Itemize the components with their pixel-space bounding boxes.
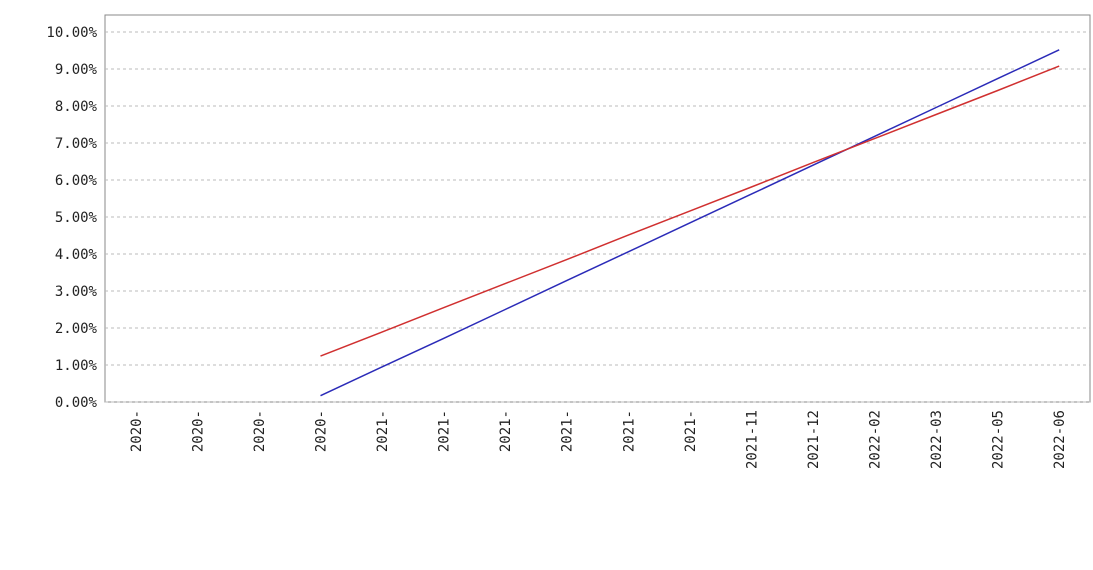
x-tick-label: 2021-	[560, 410, 576, 452]
x-tick-label: 2022-06	[1052, 410, 1068, 469]
y-tick-label: 0.00%	[55, 395, 98, 411]
y-tick-label: 1.00%	[55, 358, 98, 374]
x-tick-label: 2021-	[375, 410, 391, 452]
x-tick-label: 2022-03	[929, 410, 945, 469]
line-series	[321, 66, 1060, 356]
x-tick-label: 2022-02	[868, 410, 884, 469]
x-tick-label: 2021-	[498, 410, 514, 452]
y-tick-label: 6.00%	[55, 173, 98, 189]
y-tick-label: 9.00%	[55, 62, 98, 78]
y-tick-label: 5.00%	[55, 210, 98, 226]
y-tick-label: 4.00%	[55, 247, 98, 263]
x-tick-label: 2022-05	[991, 410, 1007, 469]
x-tick-label: 2020-	[252, 410, 268, 452]
y-tick-label: 7.00%	[55, 136, 98, 152]
y-tick-label: 3.00%	[55, 284, 98, 300]
plot-frame	[105, 15, 1090, 402]
x-tick-label: 2021-11	[744, 410, 760, 469]
chart: 0.00% 1.00% 2.00% 3.00% 4.00% 5.00% 6.00% 7.00%…	[0, 0, 1093, 566]
x-tick-label: 2020-	[190, 410, 206, 452]
y-tick-label: 8.00%	[55, 99, 98, 115]
x-tick-label: 2021-	[683, 410, 699, 452]
x-tick-label: 2020-	[313, 410, 329, 452]
y-tick-label: 2.00%	[55, 321, 98, 337]
x-tick-label: 2021-	[621, 410, 637, 452]
x-tick-label: 2020-	[129, 410, 145, 452]
y-tick-label: 10.00%	[46, 25, 97, 41]
line-series	[321, 50, 1060, 396]
x-tick-label: 2021-	[437, 410, 453, 452]
x-tick-label: 2021-12	[806, 410, 822, 469]
